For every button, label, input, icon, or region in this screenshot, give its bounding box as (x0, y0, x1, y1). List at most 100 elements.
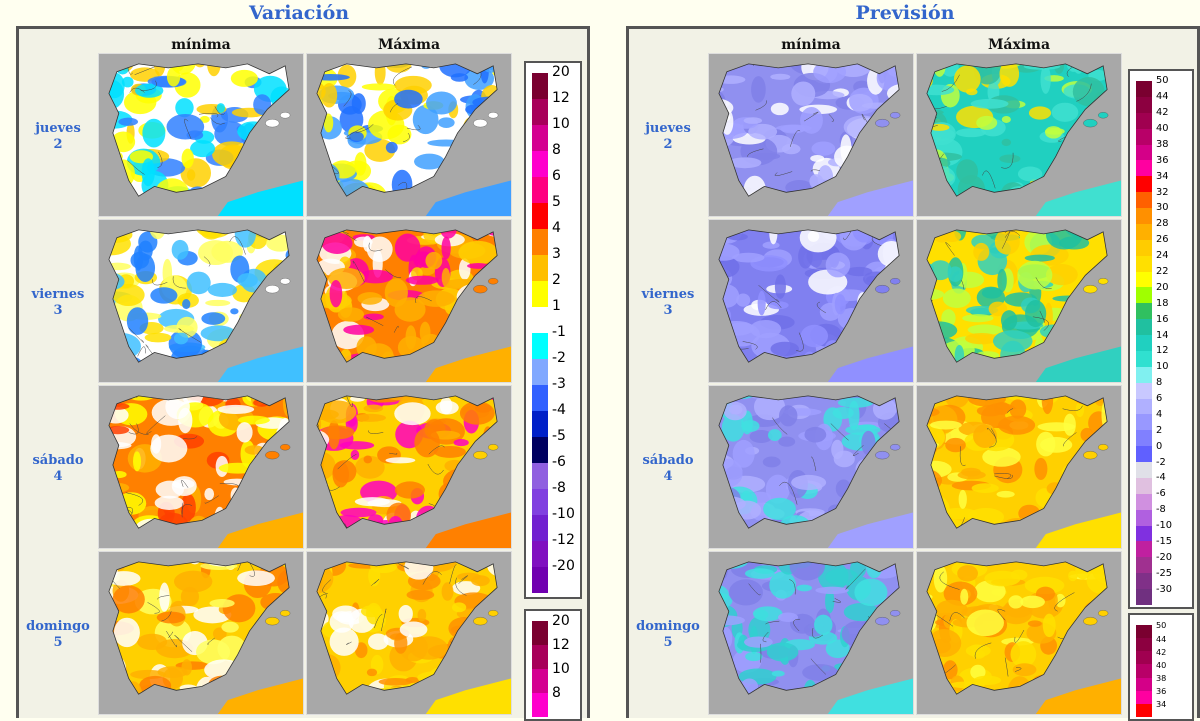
legend-label: -10 (1156, 520, 1173, 532)
legend-label: 38 (1156, 672, 1167, 683)
legend-entry: -12 (526, 532, 580, 567)
map-pre-max-domingo[interactable] (916, 551, 1122, 715)
legend-entry: -4 (526, 402, 580, 437)
legend-swatch (1136, 350, 1152, 367)
day-name: domingo (26, 619, 90, 634)
legend-swatch (1136, 144, 1152, 161)
legend-entry: 38 (1130, 139, 1192, 161)
legend-swatch (532, 307, 548, 333)
legend-label: 34 (1156, 699, 1167, 710)
legend-entry: 12 (1130, 345, 1192, 367)
legend-entry: -6 (1130, 488, 1192, 510)
legend-swatch (1136, 96, 1152, 113)
legend-entry: -1 (526, 324, 580, 359)
legend-label: 44 (1156, 633, 1167, 644)
legend-label: 34 (1156, 170, 1169, 182)
legend-label: 0 (1156, 440, 1163, 452)
legend-label: 10 (552, 660, 570, 677)
legend-swatch (532, 385, 548, 411)
legend-label: 26 (1156, 234, 1169, 246)
legend-label: 2 (552, 271, 561, 288)
legend-entry: 36 (1130, 155, 1192, 177)
legend-label: -10 (552, 505, 575, 522)
legend-label: 12 (552, 89, 570, 106)
legend-swatch (1136, 128, 1152, 145)
legend-swatch (1136, 589, 1152, 605)
legend-swatch (1136, 651, 1152, 665)
legend-entry: 3 (526, 246, 580, 281)
map-pre-min-jueves[interactable] (708, 53, 914, 217)
row-label-sabado: sábado 4 (19, 453, 97, 485)
legend-entry: -5 (526, 428, 580, 463)
legend-swatch (532, 255, 548, 281)
map-pre-min-domingo[interactable] (708, 551, 914, 715)
map-var-min-jueves[interactable] (98, 53, 304, 217)
legend-label: 20 (552, 63, 570, 80)
legend-entry: 38 (1130, 673, 1192, 691)
legend-entry: 20 (1130, 282, 1192, 304)
map-var-max-jueves[interactable] (306, 53, 512, 217)
day-name: jueves (35, 121, 81, 136)
legend-swatch (1136, 525, 1152, 542)
legend-label: 14 (1156, 329, 1169, 341)
legend-entry: -8 (526, 480, 580, 515)
legend-swatch (1136, 414, 1152, 431)
map-var-max-viernes[interactable] (306, 219, 512, 383)
legend-swatch (1136, 446, 1152, 463)
legend-label: 32 (1156, 186, 1169, 198)
legend-entry: 8 (526, 142, 580, 177)
col-header-maxima: Máxima (377, 37, 441, 53)
map-pre-max-sabado[interactable] (916, 385, 1122, 549)
legend-entry: 20 (526, 613, 580, 645)
legend-entry: -20 (526, 558, 580, 593)
legend-entry: 10 (526, 116, 580, 151)
map-var-min-domingo[interactable] (98, 551, 304, 715)
legend-swatch (1136, 319, 1152, 336)
variacion-frame: mínima Máxima jueves 2 viernes 3 sábado 4 d… (16, 26, 590, 721)
legend-label: 20 (552, 612, 570, 629)
legend-swatch (1136, 477, 1152, 494)
legend-entry: -3 (526, 376, 580, 411)
legend-label: -2 (1156, 456, 1166, 468)
legend-swatch (1136, 160, 1152, 177)
day-number: 3 (663, 303, 673, 318)
legend-swatch (1136, 255, 1152, 272)
map-var-max-domingo[interactable] (306, 551, 512, 715)
legend-swatch (532, 281, 548, 307)
map-var-max-sabado[interactable] (306, 385, 512, 549)
legend-swatch (1136, 366, 1152, 383)
legend-label: 6 (552, 167, 561, 184)
legend-label: 8 (552, 684, 561, 701)
legend-entry: 26 (1130, 234, 1192, 256)
legend-swatch (1136, 192, 1152, 209)
row-label-viernes: viernes 3 (19, 287, 97, 319)
prevision-legend: 50 44 42 40 38 36 34 32 30 28 26 24 22 20 18 16 14 12 10 8 6… (1128, 69, 1194, 609)
legend-label: 38 (1156, 138, 1169, 150)
legend-entry: 28 (1130, 218, 1192, 240)
col-header-minima: mínima (171, 37, 231, 53)
day-number: 3 (53, 303, 63, 318)
legend-entry: 50 (1130, 75, 1192, 97)
legend-label: 50 (1156, 75, 1169, 87)
legend-swatch (532, 229, 548, 255)
map-var-min-viernes[interactable] (98, 219, 304, 383)
legend-entry: -8 (1130, 504, 1192, 526)
legend-entry: 18 (1130, 298, 1192, 320)
legend-entry: 12 (526, 90, 580, 125)
day-number: 4 (53, 469, 63, 484)
day-number: 5 (53, 635, 63, 650)
map-pre-max-viernes[interactable] (916, 219, 1122, 383)
map-var-min-sabado[interactable] (98, 385, 304, 549)
legend-entry: -4 (1130, 472, 1192, 494)
map-pre-max-jueves[interactable] (916, 53, 1122, 217)
legend-swatch (532, 177, 548, 203)
legend-label: -5 (552, 427, 566, 444)
legend-swatch (532, 463, 548, 489)
legend-entry: -10 (1130, 520, 1192, 542)
variacion-legend: 20 12 10 8 6 5 4 3 2 1 -1 -2 -3 -4 -5 -6 -8 -10 -12 -20 (524, 61, 582, 599)
legend-swatch (1136, 239, 1152, 256)
legend-swatch (1136, 677, 1152, 691)
map-pre-min-viernes[interactable] (708, 219, 914, 383)
legend-swatch (1136, 176, 1152, 193)
map-pre-min-sabado[interactable] (708, 385, 914, 549)
